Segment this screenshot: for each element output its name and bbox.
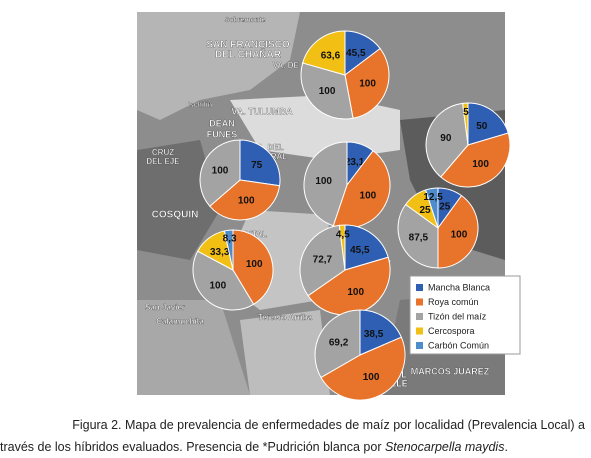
slice-label: 100 bbox=[347, 287, 364, 298]
slice-label: 100 bbox=[319, 86, 336, 97]
region bbox=[137, 140, 220, 260]
pie-slice bbox=[397, 203, 439, 269]
pie-slice bbox=[192, 250, 255, 311]
place-label: Ischilin bbox=[188, 102, 212, 109]
caption-species: Stenocarpella maydis bbox=[384, 440, 505, 454]
pie-slice bbox=[462, 102, 469, 146]
slice-label: 87,5 bbox=[409, 233, 429, 244]
slice-label: 63,6 bbox=[321, 50, 341, 61]
pie-slice bbox=[467, 102, 509, 146]
slice-label: 100 bbox=[472, 159, 489, 170]
legend-swatch bbox=[416, 298, 423, 306]
slice-label: 72,7 bbox=[313, 255, 333, 266]
place-label: DEL CHAÑAR bbox=[215, 48, 282, 61]
legend-label: Carbón Común bbox=[428, 340, 489, 350]
place-label: VA. DEL bbox=[253, 143, 284, 152]
pie-slice bbox=[320, 336, 406, 400]
slice-label: 100 bbox=[238, 196, 255, 207]
caption-text: . bbox=[504, 440, 508, 454]
slice-label: 25 bbox=[420, 205, 432, 216]
place-label: Tercero Arriba bbox=[258, 313, 313, 322]
slice-label: 12,5 bbox=[423, 192, 443, 203]
pie-slice bbox=[199, 139, 241, 207]
pie-slice bbox=[314, 309, 361, 379]
legend-label: Cercospora bbox=[428, 326, 475, 336]
region bbox=[137, 12, 300, 120]
legend-label: Roya común bbox=[428, 297, 479, 307]
caption-text: través de los híbridos evaluados. Presen… bbox=[0, 440, 385, 454]
slice-label: 23,1 bbox=[345, 157, 365, 168]
place-label: FUNES bbox=[207, 129, 238, 139]
place-label: Calamuchita bbox=[156, 317, 204, 326]
slice-label: 100 bbox=[363, 372, 380, 383]
place-label: MARCOS JUAREZ bbox=[411, 366, 490, 376]
slice-label: 45,5 bbox=[346, 48, 366, 59]
slice-label: 75 bbox=[251, 160, 263, 171]
slice-label: 69,2 bbox=[329, 337, 349, 348]
pie-slice bbox=[344, 224, 389, 271]
region bbox=[240, 310, 330, 395]
place-label: VA. TULUMBA bbox=[231, 106, 293, 116]
legend-swatch bbox=[416, 313, 423, 320]
pie-slice bbox=[223, 229, 234, 271]
slice-label: 45,5 bbox=[350, 245, 370, 256]
slice-label: 100 bbox=[315, 176, 332, 187]
pie-slice bbox=[303, 141, 348, 227]
caption-line: Figura 2. Mapa de prevalencia de enferme… bbox=[72, 418, 585, 432]
pie-slice bbox=[425, 102, 469, 178]
place-label: CRUZ bbox=[152, 148, 174, 157]
slice-label: 38,5 bbox=[364, 329, 384, 340]
legend-swatch bbox=[416, 327, 423, 335]
pie-slice bbox=[302, 30, 346, 76]
slice-label: 100 bbox=[451, 229, 468, 240]
place-label: SAN FRANCISCO bbox=[206, 40, 290, 51]
slice-label: 90 bbox=[440, 133, 452, 144]
pie-slice bbox=[300, 62, 354, 120]
slice-label: 100 bbox=[246, 259, 263, 270]
legend-swatch bbox=[416, 342, 423, 349]
pie-slice bbox=[299, 224, 346, 297]
pie-slice bbox=[440, 132, 511, 188]
slice-label: 8,3 bbox=[223, 234, 237, 245]
caption-line: través de los híbridos evaluados. Presen… bbox=[0, 440, 591, 454]
pie-slice bbox=[344, 47, 390, 119]
place-label: DEAN bbox=[209, 118, 235, 128]
legend-swatch bbox=[416, 284, 423, 291]
place-label: San Javier bbox=[145, 303, 185, 312]
slice-label: 100 bbox=[210, 281, 227, 292]
pie-slice bbox=[437, 194, 479, 269]
pie-slice bbox=[359, 309, 402, 356]
slice-label: 33,3 bbox=[210, 247, 230, 258]
pie-slice bbox=[425, 187, 439, 229]
slice-label: 100 bbox=[359, 78, 376, 89]
slice-label: 50 bbox=[476, 121, 488, 132]
slice-label: 4,5 bbox=[336, 230, 350, 241]
pie-slice bbox=[239, 139, 281, 187]
pie-slice bbox=[209, 179, 281, 221]
slice-label: 5 bbox=[463, 107, 469, 118]
place-label: Sobremonte bbox=[225, 17, 266, 24]
pie-slice bbox=[338, 224, 346, 271]
slice-label: 25 bbox=[439, 202, 451, 213]
region bbox=[137, 300, 250, 395]
place-label: COSQUIN bbox=[152, 210, 199, 221]
place-label: DEL EJE bbox=[146, 157, 180, 166]
place-label: VA. DE MARÍA bbox=[273, 61, 328, 70]
slice-label: 100 bbox=[360, 191, 377, 202]
legend-label: Tizón del maíz bbox=[428, 311, 487, 321]
slice-label: 100 bbox=[212, 166, 229, 177]
legend-label: Mancha Blanca bbox=[428, 282, 490, 292]
legend-box bbox=[409, 275, 521, 355]
